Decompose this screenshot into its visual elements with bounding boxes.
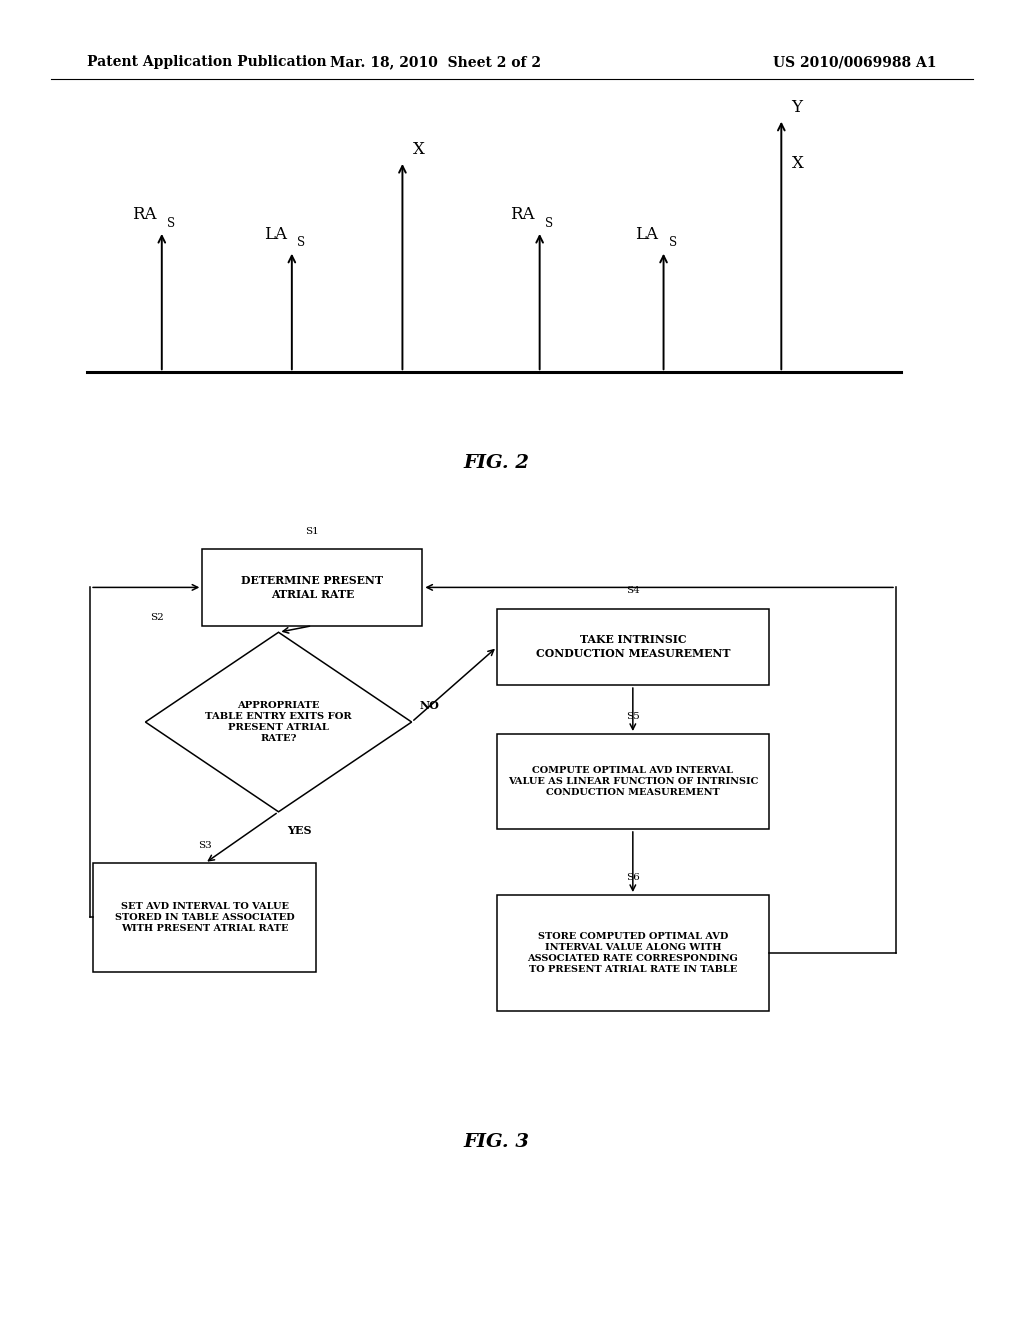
Text: LA: LA <box>264 226 287 243</box>
Text: S4: S4 <box>626 586 640 595</box>
Text: APPROPRIATE
TABLE ENTRY EXITS FOR
PRESENT ATRIAL
RATE?: APPROPRIATE TABLE ENTRY EXITS FOR PRESEN… <box>205 701 352 743</box>
Text: RA: RA <box>510 206 535 223</box>
Text: S6: S6 <box>626 873 640 882</box>
FancyBboxPatch shape <box>203 549 422 626</box>
Text: S3: S3 <box>198 841 212 850</box>
Text: S: S <box>167 216 175 230</box>
Text: COMPUTE OPTIMAL AVD INTERVAL
VALUE AS LINEAR FUNCTION OF INTRINSIC
CONDUCTION ME: COMPUTE OPTIMAL AVD INTERVAL VALUE AS LI… <box>508 766 758 797</box>
Text: STORE COMPUTED OPTIMAL AVD
INTERVAL VALUE ALONG WITH
ASSOCIATED RATE CORRESPONDI: STORE COMPUTED OPTIMAL AVD INTERVAL VALU… <box>527 932 738 974</box>
Text: TAKE INTRINSIC
CONDUCTION MEASUREMENT: TAKE INTRINSIC CONDUCTION MEASUREMENT <box>536 635 730 659</box>
Text: Mar. 18, 2010  Sheet 2 of 2: Mar. 18, 2010 Sheet 2 of 2 <box>330 55 541 70</box>
Text: LA: LA <box>636 226 658 243</box>
Text: FIG. 3: FIG. 3 <box>464 1133 529 1151</box>
Text: S1: S1 <box>305 527 319 536</box>
Text: Y: Y <box>792 99 803 116</box>
Text: NO: NO <box>420 701 439 711</box>
Text: RA: RA <box>132 206 157 223</box>
Text: X: X <box>792 154 804 172</box>
Text: X: X <box>413 141 425 158</box>
Text: S: S <box>297 236 305 249</box>
Text: S2: S2 <box>151 612 164 622</box>
Polygon shape <box>145 632 412 812</box>
Text: YES: YES <box>287 825 311 836</box>
Text: FIG. 2: FIG. 2 <box>464 454 529 473</box>
FancyBboxPatch shape <box>93 863 316 972</box>
Text: S: S <box>669 236 677 249</box>
Text: DETERMINE PRESENT
ATRIAL RATE: DETERMINE PRESENT ATRIAL RATE <box>242 576 383 599</box>
FancyBboxPatch shape <box>498 609 768 685</box>
Text: US 2010/0069988 A1: US 2010/0069988 A1 <box>773 55 937 70</box>
Text: SET AVD INTERVAL TO VALUE
STORED IN TABLE ASSOCIATED
WITH PRESENT ATRIAL RATE: SET AVD INTERVAL TO VALUE STORED IN TABL… <box>115 902 295 933</box>
Text: S5: S5 <box>626 711 640 721</box>
FancyBboxPatch shape <box>498 895 768 1011</box>
Text: S: S <box>545 216 553 230</box>
FancyBboxPatch shape <box>498 734 768 829</box>
Text: Patent Application Publication: Patent Application Publication <box>87 55 327 70</box>
